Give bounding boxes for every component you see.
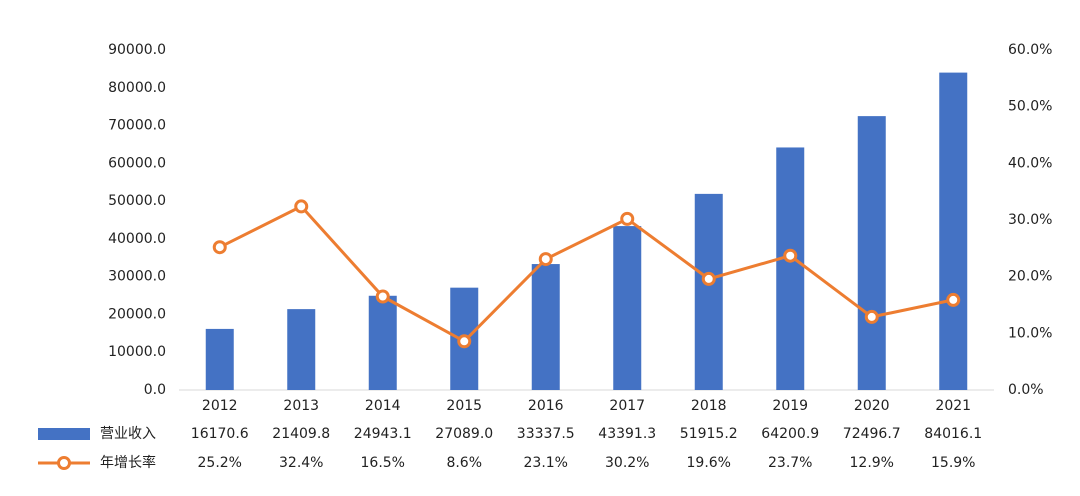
- table-value: 33337.5: [517, 426, 575, 442]
- y-tick-label: 0.0: [144, 382, 166, 398]
- y-tick-label: 10000.0: [108, 344, 166, 360]
- y-tick-label: 20000.0: [108, 306, 166, 322]
- y2-tick-label: 50.0%: [1008, 99, 1052, 115]
- table-value: 84016.1: [924, 426, 982, 442]
- bar: [613, 226, 642, 390]
- table-value: 15.9%: [931, 455, 975, 471]
- table-value: 12.9%: [850, 455, 894, 471]
- table-value: 72496.7: [843, 426, 901, 442]
- bar: [857, 116, 886, 390]
- table-value: 24943.1: [354, 426, 412, 442]
- line: [219, 204, 954, 344]
- y2-tick-label: 10.0%: [1008, 325, 1052, 341]
- table-value: 25.2%: [198, 455, 242, 471]
- legend-swatch: [38, 428, 90, 440]
- x-tick-label: 2014: [365, 398, 401, 414]
- y2-tick-label: 0.0%: [1008, 382, 1044, 398]
- x-tick-label: 2020: [854, 398, 890, 414]
- x-tick-label: 2019: [772, 398, 808, 414]
- y2-tick-label: 20.0%: [1008, 269, 1052, 285]
- x-tick-label: 2013: [283, 398, 319, 414]
- x-tick-label: 2018: [691, 398, 727, 414]
- bar: [531, 264, 560, 390]
- x-tick-label: 2015: [446, 398, 482, 414]
- table-value: 16170.6: [191, 426, 249, 442]
- line-marker: [620, 211, 635, 226]
- line-marker: [212, 240, 227, 255]
- table-value: 23.7%: [768, 455, 812, 471]
- table-value: 51915.2: [680, 426, 738, 442]
- bar: [368, 295, 397, 390]
- line-marker: [294, 199, 309, 214]
- y2-tick-label: 30.0%: [1008, 212, 1052, 228]
- table-value: 16.5%: [361, 455, 405, 471]
- legend-label: 营业收入: [100, 426, 156, 442]
- y2-tick-label: 40.0%: [1008, 155, 1052, 171]
- table-value: 32.4%: [279, 455, 323, 471]
- y-tick-label: 30000.0: [108, 269, 166, 285]
- x-tick-label: 2017: [609, 398, 645, 414]
- y-tick-label: 40000.0: [108, 231, 166, 247]
- bar: [939, 72, 968, 391]
- bar: [287, 309, 316, 390]
- line-marker: [946, 292, 961, 307]
- line-marker: [864, 309, 879, 324]
- y2-tick-label: 60.0%: [1008, 42, 1052, 58]
- y-tick-label: 60000.0: [108, 155, 166, 171]
- bar: [205, 328, 234, 390]
- line-marker: [457, 334, 472, 349]
- table-value: 21409.8: [272, 426, 330, 442]
- y-tick-label: 90000.0: [108, 42, 166, 58]
- line-marker: [701, 271, 716, 286]
- table-value: 19.6%: [687, 455, 731, 471]
- line-marker: [375, 289, 390, 304]
- y-tick-label: 80000.0: [108, 80, 166, 96]
- table-value: 8.6%: [446, 455, 482, 471]
- bar: [694, 193, 723, 390]
- x-tick-label: 2021: [935, 398, 971, 414]
- x-tick-label: 2016: [528, 398, 564, 414]
- line-marker: [538, 252, 553, 267]
- bar: [776, 147, 805, 390]
- y-tick-label: 50000.0: [108, 193, 166, 209]
- x-tick-label: 2012: [202, 398, 238, 414]
- table-value: 43391.3: [598, 426, 656, 442]
- y-tick-label: 70000.0: [108, 118, 166, 134]
- line-marker: [783, 248, 798, 263]
- table-value: 23.1%: [524, 455, 568, 471]
- legend-marker: [57, 456, 71, 470]
- table-value: 27089.0: [435, 426, 493, 442]
- legend-label: 年增长率: [100, 454, 156, 471]
- table-value: 30.2%: [605, 455, 649, 471]
- table-value: 64200.9: [761, 426, 819, 442]
